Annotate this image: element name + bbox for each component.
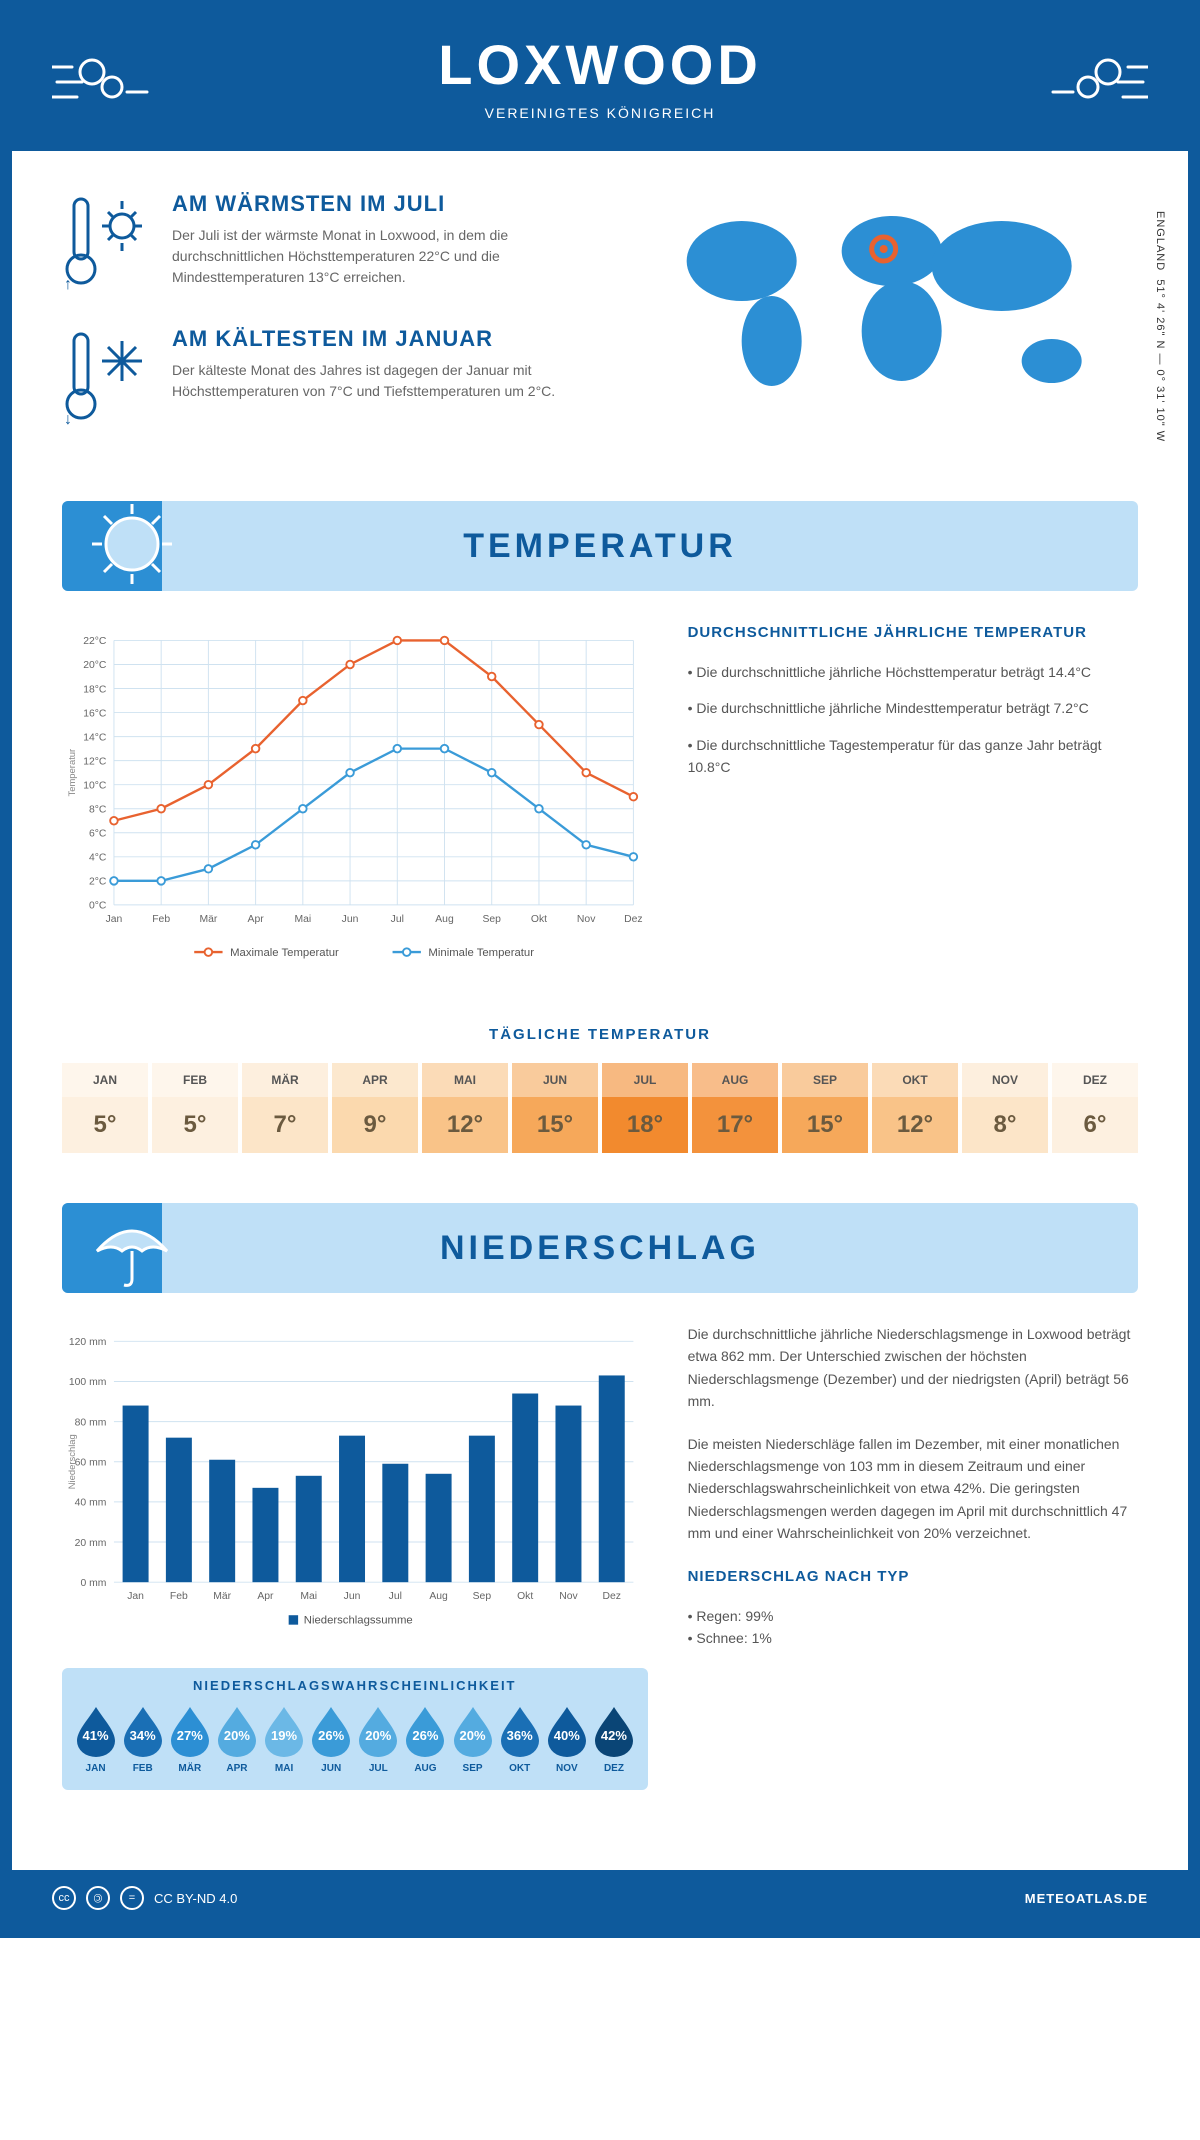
svg-text:4°C: 4°C xyxy=(89,853,107,864)
infographic: LOXWOOD VEREINIGTES KÖNIGREICH ↑ AM WÄRM… xyxy=(0,0,1200,1938)
precip-probability: NIEDERSCHLAGSWAHRSCHEINLICHKEIT 41%JAN34… xyxy=(62,1668,648,1790)
svg-text:Jul: Jul xyxy=(389,1591,402,1602)
svg-text:Jun: Jun xyxy=(344,1591,361,1602)
svg-text:Feb: Feb xyxy=(152,914,170,925)
svg-text:20°C: 20°C xyxy=(83,660,107,671)
svg-text:22°C: 22°C xyxy=(83,636,107,647)
svg-text:Maximale Temperatur: Maximale Temperatur xyxy=(230,947,339,959)
svg-text:20 mm: 20 mm xyxy=(75,1538,107,1549)
cc-icon: cc xyxy=(52,1886,76,1910)
wind-icon xyxy=(52,47,152,122)
daily-temp-table: JAN5°FEB5°MÄR7°APR9°MAI12°JUN15°JUL18°AU… xyxy=(62,1063,1138,1153)
svg-text:8°C: 8°C xyxy=(89,805,107,816)
svg-text:Jun: Jun xyxy=(342,914,359,925)
svg-text:60 mm: 60 mm xyxy=(75,1458,107,1469)
svg-text:0°C: 0°C xyxy=(89,901,107,912)
warmest-title: AM WÄRMSTEN IM JULI xyxy=(172,191,605,217)
svg-text:2°C: 2°C xyxy=(89,877,107,888)
coldest-fact: ↓ AM KÄLTESTEN IM JANUAR Der kälteste Mo… xyxy=(62,326,605,431)
precip-summary: Die durchschnittliche jährliche Niedersc… xyxy=(688,1323,1138,1790)
svg-text:Sep: Sep xyxy=(482,914,501,925)
svg-text:16°C: 16°C xyxy=(83,708,107,719)
temperature-banner: TEMPERATUR xyxy=(62,501,1138,591)
wind-icon xyxy=(1048,47,1148,122)
svg-text:6°C: 6°C xyxy=(89,829,107,840)
thermometer-snow-icon: ↓ xyxy=(62,326,152,431)
svg-text:Jul: Jul xyxy=(391,914,404,925)
coordinates: ENGLAND 51° 4' 26" N — 0° 31' 10" W xyxy=(1154,211,1166,442)
svg-text:Temperatur: Temperatur xyxy=(67,749,78,797)
svg-text:40 mm: 40 mm xyxy=(75,1498,107,1509)
svg-text:Jan: Jan xyxy=(127,1591,144,1602)
svg-text:Niederschlag: Niederschlag xyxy=(67,1434,78,1489)
svg-text:12°C: 12°C xyxy=(83,756,107,767)
svg-text:Mai: Mai xyxy=(300,1591,317,1602)
svg-text:Minimale Temperatur: Minimale Temperatur xyxy=(428,947,534,959)
temperature-summary: DURCHSCHNITTLICHE JÄHRLICHE TEMPERATUR •… xyxy=(688,621,1138,986)
svg-text:Dez: Dez xyxy=(603,1591,621,1602)
svg-text:Nov: Nov xyxy=(559,1591,578,1602)
page-title: LOXWOOD xyxy=(12,32,1188,97)
svg-text:18°C: 18°C xyxy=(83,684,107,695)
umbrella-icon xyxy=(82,1203,172,1293)
svg-text:Feb: Feb xyxy=(170,1591,188,1602)
coldest-text: Der kälteste Monat des Jahres ist dagege… xyxy=(172,360,605,402)
svg-text:Okt: Okt xyxy=(517,1591,533,1602)
by-icon: 🄯 xyxy=(86,1886,110,1910)
svg-text:100 mm: 100 mm xyxy=(69,1377,106,1388)
page-subtitle: VEREINIGTES KÖNIGREICH xyxy=(12,105,1188,121)
svg-text:Apr: Apr xyxy=(248,914,265,925)
daily-temp-heading: TÄGLICHE TEMPERATUR xyxy=(62,1026,1138,1043)
coldest-title: AM KÄLTESTEN IM JANUAR xyxy=(172,326,605,352)
svg-text:0 mm: 0 mm xyxy=(80,1578,106,1589)
svg-text:10°C: 10°C xyxy=(83,780,107,791)
svg-text:Mai: Mai xyxy=(294,914,311,925)
svg-text:Mär: Mär xyxy=(199,914,217,925)
svg-text:Okt: Okt xyxy=(531,914,547,925)
thermometer-sun-icon: ↑ xyxy=(62,191,152,296)
nd-icon: = xyxy=(120,1886,144,1910)
svg-text:Dez: Dez xyxy=(624,914,642,925)
svg-text:Jan: Jan xyxy=(106,914,123,925)
temperature-chart: 0°C 2°C 4°C 6°C 8°C 10°C 12°C 14°C 16°C 18°C 20°C 2… xyxy=(62,621,648,986)
license: cc 🄯 = CC BY-ND 4.0 xyxy=(52,1886,237,1910)
svg-text:↓: ↓ xyxy=(64,411,72,426)
site-name: METEOATLAS.DE xyxy=(1025,1891,1148,1906)
svg-text:Nov: Nov xyxy=(577,914,596,925)
warmest-text: Der Juli ist der wärmste Monat in Loxwoo… xyxy=(172,225,605,288)
footer: cc 🄯 = CC BY-ND 4.0 METEOATLAS.DE xyxy=(12,1870,1188,1926)
precip-chart: 0 mm 20 mm 40 mm 60 mm 80 mm 100 mm 120 mm Jan F… xyxy=(62,1323,648,1648)
svg-text:Mär: Mär xyxy=(213,1591,231,1602)
precip-banner: NIEDERSCHLAG xyxy=(62,1203,1138,1293)
svg-text:Apr: Apr xyxy=(257,1591,274,1602)
svg-text:14°C: 14°C xyxy=(83,732,107,743)
svg-text:Sep: Sep xyxy=(473,1591,492,1602)
svg-text:Aug: Aug xyxy=(435,914,454,925)
header: LOXWOOD VEREINIGTES KÖNIGREICH xyxy=(12,12,1188,151)
svg-text:80 mm: 80 mm xyxy=(75,1417,107,1428)
world-map: ENGLAND 51° 4' 26" N — 0° 31' 10" W xyxy=(645,191,1138,461)
svg-text:Aug: Aug xyxy=(429,1591,448,1602)
warmest-fact: ↑ AM WÄRMSTEN IM JULI Der Juli ist der w… xyxy=(62,191,605,296)
svg-text:↑: ↑ xyxy=(64,276,72,291)
sun-icon xyxy=(82,501,172,591)
svg-text:Niederschlagssumme: Niederschlagssumme xyxy=(304,1615,413,1627)
svg-text:120 mm: 120 mm xyxy=(69,1337,106,1348)
